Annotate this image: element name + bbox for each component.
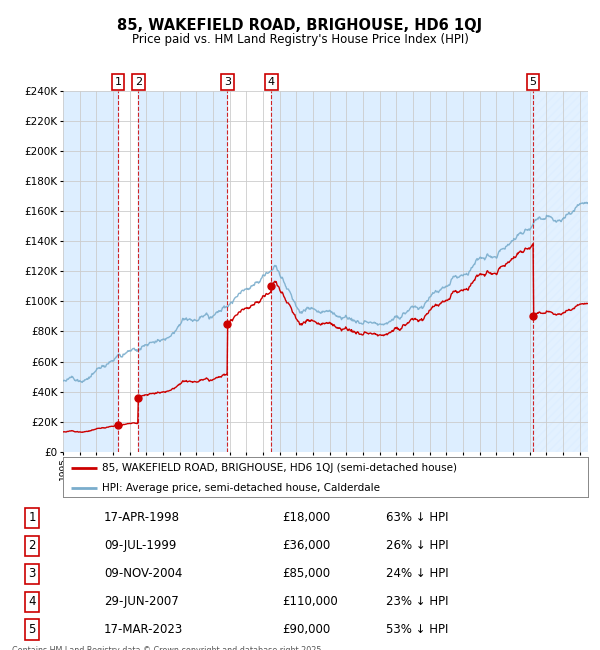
Text: £110,000: £110,000 [283,595,338,608]
Text: 4: 4 [268,77,275,87]
Text: 85, WAKEFIELD ROAD, BRIGHOUSE, HD6 1QJ (semi-detached house): 85, WAKEFIELD ROAD, BRIGHOUSE, HD6 1QJ (… [103,463,457,473]
Text: £85,000: £85,000 [283,567,331,580]
Text: 24% ↓ HPI: 24% ↓ HPI [386,567,449,580]
Text: 17-APR-1998: 17-APR-1998 [104,511,180,524]
Text: 2: 2 [28,540,36,552]
Text: Contains HM Land Registry data © Crown copyright and database right 2025.
This d: Contains HM Land Registry data © Crown c… [12,646,324,650]
Text: 09-NOV-2004: 09-NOV-2004 [104,567,182,580]
Text: HPI: Average price, semi-detached house, Calderdale: HPI: Average price, semi-detached house,… [103,484,380,493]
Text: Price paid vs. HM Land Registry's House Price Index (HPI): Price paid vs. HM Land Registry's House … [131,32,469,46]
Text: 2: 2 [135,77,142,87]
Text: 5: 5 [530,77,536,87]
Text: 29-JUN-2007: 29-JUN-2007 [104,595,179,608]
Text: 85, WAKEFIELD ROAD, BRIGHOUSE, HD6 1QJ: 85, WAKEFIELD ROAD, BRIGHOUSE, HD6 1QJ [118,18,482,33]
Text: £90,000: £90,000 [283,623,331,636]
Bar [271,91,533,452]
Text: 53% ↓ HPI: 53% ↓ HPI [386,623,449,636]
Bar [139,91,227,452]
Text: £18,000: £18,000 [283,511,331,524]
Text: 63% ↓ HPI: 63% ↓ HPI [386,511,449,524]
Text: 1: 1 [115,77,121,87]
Bar [533,91,588,452]
Text: 26% ↓ HPI: 26% ↓ HPI [386,540,449,552]
Text: 17-MAR-2023: 17-MAR-2023 [104,623,184,636]
Text: 5: 5 [28,623,36,636]
Text: 3: 3 [224,77,231,87]
Text: 3: 3 [28,567,36,580]
Text: 23% ↓ HPI: 23% ↓ HPI [386,595,449,608]
Text: £36,000: £36,000 [283,540,331,552]
Text: 1: 1 [28,511,36,524]
Text: 4: 4 [28,595,36,608]
Bar [63,91,118,452]
Text: 09-JUL-1999: 09-JUL-1999 [104,540,176,552]
